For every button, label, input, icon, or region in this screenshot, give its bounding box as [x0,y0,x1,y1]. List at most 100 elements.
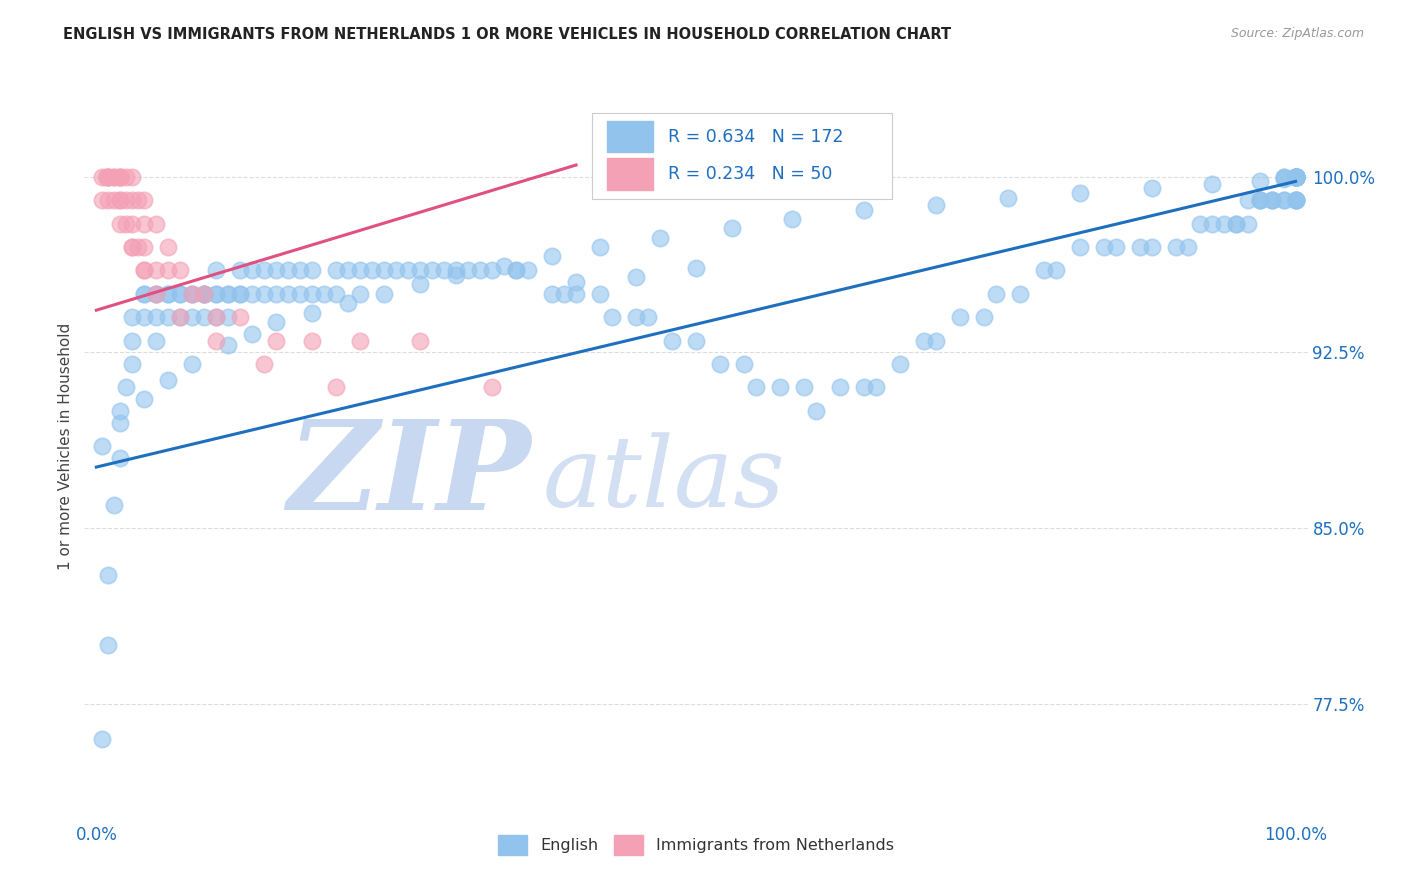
Point [396,263,419,277]
Point [925,198,948,212]
Point [541,249,564,263]
Point [661,334,683,348]
Point [385,263,408,277]
Point [110,217,132,231]
Point [1284,169,1306,184]
Point [253,263,276,277]
Point [264,315,287,329]
Point [1092,240,1115,254]
Point [97,169,120,184]
Point [733,357,755,371]
Point [349,286,371,301]
Point [121,169,143,184]
Point [517,263,540,277]
Point [420,263,443,277]
Point [134,240,156,254]
Point [240,263,263,277]
Point [828,380,851,394]
Point [1225,217,1247,231]
Point [852,380,875,394]
Point [1284,169,1306,184]
Point [1272,193,1295,207]
Point [1249,193,1271,207]
Point [1272,169,1295,184]
Point [217,338,239,352]
Point [1272,193,1295,207]
Point [134,263,156,277]
Point [685,334,707,348]
Point [229,310,252,325]
Point [157,374,180,388]
Point [349,263,371,277]
Point [157,286,180,301]
Point [373,286,395,301]
Point [193,286,215,301]
Point [103,169,125,184]
Point [1069,186,1091,200]
Point [793,380,815,394]
Point [181,286,204,301]
Point [145,286,167,301]
Point [290,286,312,301]
Point [264,286,287,301]
Point [127,240,149,254]
Point [134,193,156,207]
Point [181,310,204,325]
Legend: English, Immigrants from Netherlands: English, Immigrants from Netherlands [492,829,900,862]
Point [1284,193,1306,207]
Point [193,286,215,301]
Point [110,404,132,418]
Text: ZIP: ZIP [287,415,531,537]
Point [349,334,371,348]
Point [1236,193,1258,207]
Point [409,334,432,348]
Point [205,334,228,348]
Point [637,310,659,325]
Point [1284,169,1306,184]
Point [505,263,527,277]
Point [709,357,731,371]
Point [1260,193,1282,207]
Point [565,275,588,289]
Point [91,169,114,184]
Point [1129,240,1152,254]
Point [121,240,143,254]
Point [121,334,143,348]
Point [1008,286,1031,301]
Point [169,286,191,301]
Point [1188,217,1211,231]
Point [481,263,503,277]
Point [1164,240,1187,254]
Point [145,310,167,325]
Point [1260,193,1282,207]
Point [217,286,239,301]
Point [110,450,132,465]
Point [121,310,143,325]
Point [1284,169,1306,184]
Point [648,230,671,244]
Point [115,193,138,207]
Point [240,286,263,301]
Point [337,263,360,277]
Point [769,380,792,394]
Point [1249,193,1271,207]
Point [145,286,167,301]
Point [121,217,143,231]
Point [103,169,125,184]
Point [1284,169,1306,184]
Point [169,286,191,301]
Point [685,261,707,276]
Text: ENGLISH VS IMMIGRANTS FROM NETHERLANDS 1 OR MORE VEHICLES IN HOUSEHOLD CORRELATI: ENGLISH VS IMMIGRANTS FROM NETHERLANDS 1… [63,27,952,42]
Point [1284,169,1306,184]
Point [745,380,768,394]
Bar [592,112,891,199]
Point [301,305,323,319]
Point [1284,169,1306,184]
Point [1272,169,1295,184]
Text: atlas: atlas [543,432,786,527]
Point [97,193,120,207]
Point [481,380,503,394]
Point [889,357,911,371]
Point [134,217,156,231]
Point [229,286,252,301]
